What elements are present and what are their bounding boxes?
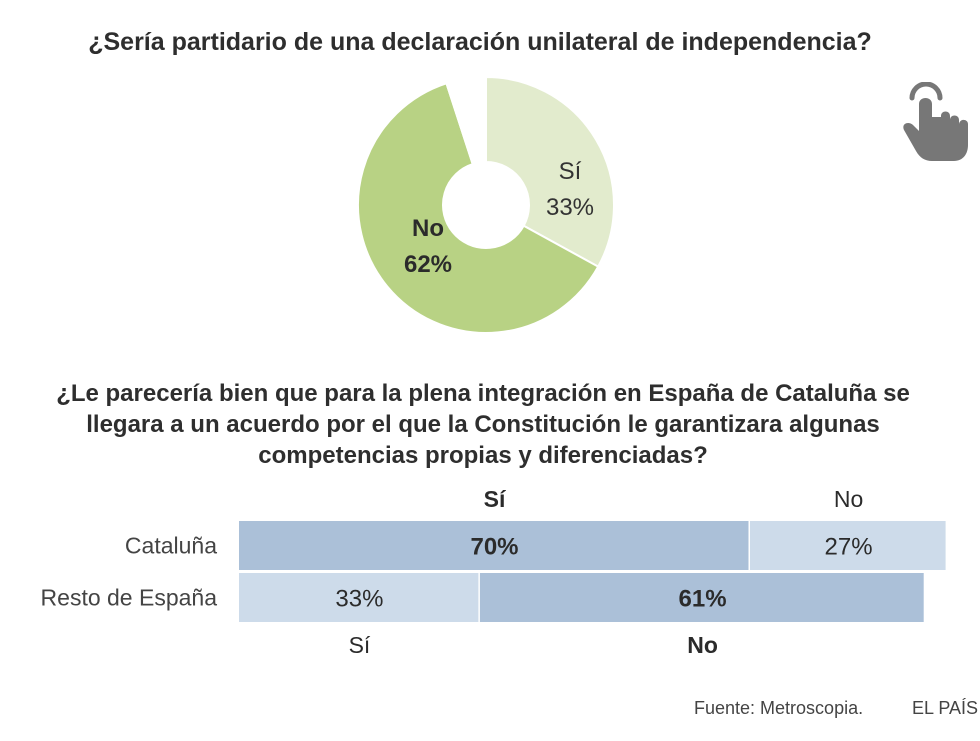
bar-value-label: 70% <box>470 534 518 561</box>
pie-slice-s <box>485 75 615 269</box>
bar-segment <box>239 573 479 622</box>
pie-slice-value: 62% <box>404 251 452 278</box>
pie-slice-label: No <box>412 215 444 242</box>
pie-slice-no <box>357 82 600 334</box>
brand-label: EL PAÍS <box>912 698 979 718</box>
bar-chart-title-line-3: competencias propias y diferenciadas? <box>258 442 708 469</box>
pie-slice-label: Sí <box>559 158 582 185</box>
pointing-hand-icon[interactable] <box>892 82 972 164</box>
bar-chart-title-line-2: llegara a un acuerdo por el que la Const… <box>86 411 880 438</box>
bar-value-label: 61% <box>679 586 727 613</box>
bar-value-label: 33% <box>335 586 383 613</box>
row-label: Cataluña <box>125 533 217 559</box>
bottom-legend-label: Sí <box>349 632 371 658</box>
stacked-bar-chart: Sí No Cataluña 70% 27% Resto de España 33% 61% S… <box>41 486 946 658</box>
top-legend-label: No <box>834 486 863 512</box>
bottom-legend-label: No <box>687 632 718 658</box>
pie-slice-blank <box>445 75 487 166</box>
bar-segment <box>239 521 749 570</box>
bar-chart-title-line-1: ¿Le parecería bien que para la plena int… <box>56 380 910 407</box>
bar-value-label: 27% <box>825 534 873 561</box>
bar-segment <box>479 573 924 622</box>
bar-chart-title: ¿Le parecería bien que para la plena int… <box>0 378 966 471</box>
row-label: Resto de España <box>41 585 218 611</box>
top-legend-label: Sí <box>484 486 507 512</box>
source-note: Fuente: Metroscopia. <box>694 698 864 718</box>
donut-chart: Sí 33% No 62% <box>357 75 615 334</box>
pie-slice-value: 33% <box>546 194 594 221</box>
pie-chart-title: ¿Sería partidario de una declaración uni… <box>88 28 872 56</box>
bar-segment <box>750 521 946 570</box>
